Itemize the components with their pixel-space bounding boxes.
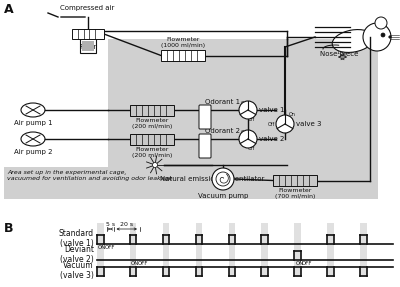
Bar bbox=[228, 223, 235, 277]
Bar bbox=[97, 223, 104, 277]
Text: Flowmeter
(200 ml/min): Flowmeter (200 ml/min) bbox=[132, 147, 172, 158]
Text: Deviant
(valve 2): Deviant (valve 2) bbox=[60, 245, 94, 264]
Bar bbox=[108, 39, 286, 87]
Text: Off: Off bbox=[247, 146, 255, 151]
Text: OFF: OFF bbox=[138, 261, 148, 266]
FancyBboxPatch shape bbox=[72, 29, 104, 39]
Text: Air pump 1: Air pump 1 bbox=[14, 120, 52, 126]
Text: 20 s: 20 s bbox=[120, 222, 133, 228]
Circle shape bbox=[276, 115, 294, 133]
Text: ON: ON bbox=[131, 261, 139, 266]
Text: Off: Off bbox=[268, 121, 275, 127]
Bar bbox=[108, 39, 378, 199]
Text: Standard
(valve 1): Standard (valve 1) bbox=[59, 229, 94, 248]
Circle shape bbox=[216, 172, 230, 186]
Text: valve 2: valve 2 bbox=[259, 136, 284, 142]
Circle shape bbox=[375, 17, 387, 29]
Circle shape bbox=[239, 101, 257, 119]
FancyBboxPatch shape bbox=[130, 134, 174, 145]
Text: OFF: OFF bbox=[302, 261, 312, 266]
FancyBboxPatch shape bbox=[199, 105, 211, 129]
Circle shape bbox=[152, 162, 158, 168]
Text: B: B bbox=[4, 222, 14, 235]
Text: Odorant 2: Odorant 2 bbox=[205, 128, 240, 134]
Bar bbox=[130, 223, 136, 277]
FancyBboxPatch shape bbox=[130, 105, 174, 116]
Ellipse shape bbox=[332, 30, 374, 53]
Text: Area set up in the experimental cage,
vacuumed for ventilation and avoiding odor: Area set up in the experimental cage, va… bbox=[7, 170, 172, 181]
Text: Vacuum pump: Vacuum pump bbox=[198, 193, 248, 199]
Text: 1 cm: 1 cm bbox=[337, 50, 349, 55]
Text: Compressed air: Compressed air bbox=[60, 5, 114, 11]
Circle shape bbox=[381, 33, 385, 37]
Text: Filter: Filter bbox=[79, 44, 97, 50]
Text: ON: ON bbox=[98, 245, 106, 250]
Text: Flowmeter
(700 ml/min): Flowmeter (700 ml/min) bbox=[275, 188, 315, 199]
Text: Flowmeter
(1000 ml/min): Flowmeter (1000 ml/min) bbox=[161, 37, 205, 48]
Text: On: On bbox=[240, 101, 248, 106]
FancyBboxPatch shape bbox=[161, 50, 205, 61]
Text: Vacuum
(valve 3): Vacuum (valve 3) bbox=[60, 261, 94, 280]
Text: Odorant 1: Odorant 1 bbox=[205, 99, 240, 105]
Bar bbox=[294, 223, 301, 277]
Bar bbox=[4, 167, 182, 199]
Text: Off: Off bbox=[247, 117, 255, 122]
FancyBboxPatch shape bbox=[199, 134, 211, 158]
Text: ON: ON bbox=[295, 261, 304, 266]
Ellipse shape bbox=[21, 132, 45, 146]
Bar bbox=[196, 223, 202, 277]
Text: 5 s: 5 s bbox=[106, 222, 115, 228]
Bar bbox=[262, 223, 268, 277]
Text: valve 3: valve 3 bbox=[296, 121, 322, 127]
Circle shape bbox=[239, 130, 257, 148]
Text: On: On bbox=[289, 112, 296, 117]
Ellipse shape bbox=[21, 103, 45, 117]
FancyBboxPatch shape bbox=[273, 175, 317, 186]
Circle shape bbox=[212, 168, 234, 190]
Circle shape bbox=[363, 23, 391, 51]
Text: valve 1: valve 1 bbox=[259, 107, 284, 113]
Circle shape bbox=[389, 36, 391, 38]
Text: Air pump 2: Air pump 2 bbox=[14, 149, 52, 155]
Text: Flowmeter
(200 ml/min): Flowmeter (200 ml/min) bbox=[132, 118, 172, 129]
Text: OFF: OFF bbox=[104, 245, 115, 250]
Text: Natural emission to ventilator: Natural emission to ventilator bbox=[160, 176, 264, 182]
Text: Nose piece: Nose piece bbox=[320, 51, 358, 57]
FancyBboxPatch shape bbox=[80, 31, 96, 53]
Text: On: On bbox=[240, 130, 248, 135]
Bar bbox=[82, 41, 94, 51]
Bar bbox=[163, 223, 169, 277]
Bar bbox=[327, 223, 334, 277]
Bar bbox=[360, 223, 367, 277]
Text: A: A bbox=[4, 3, 14, 16]
